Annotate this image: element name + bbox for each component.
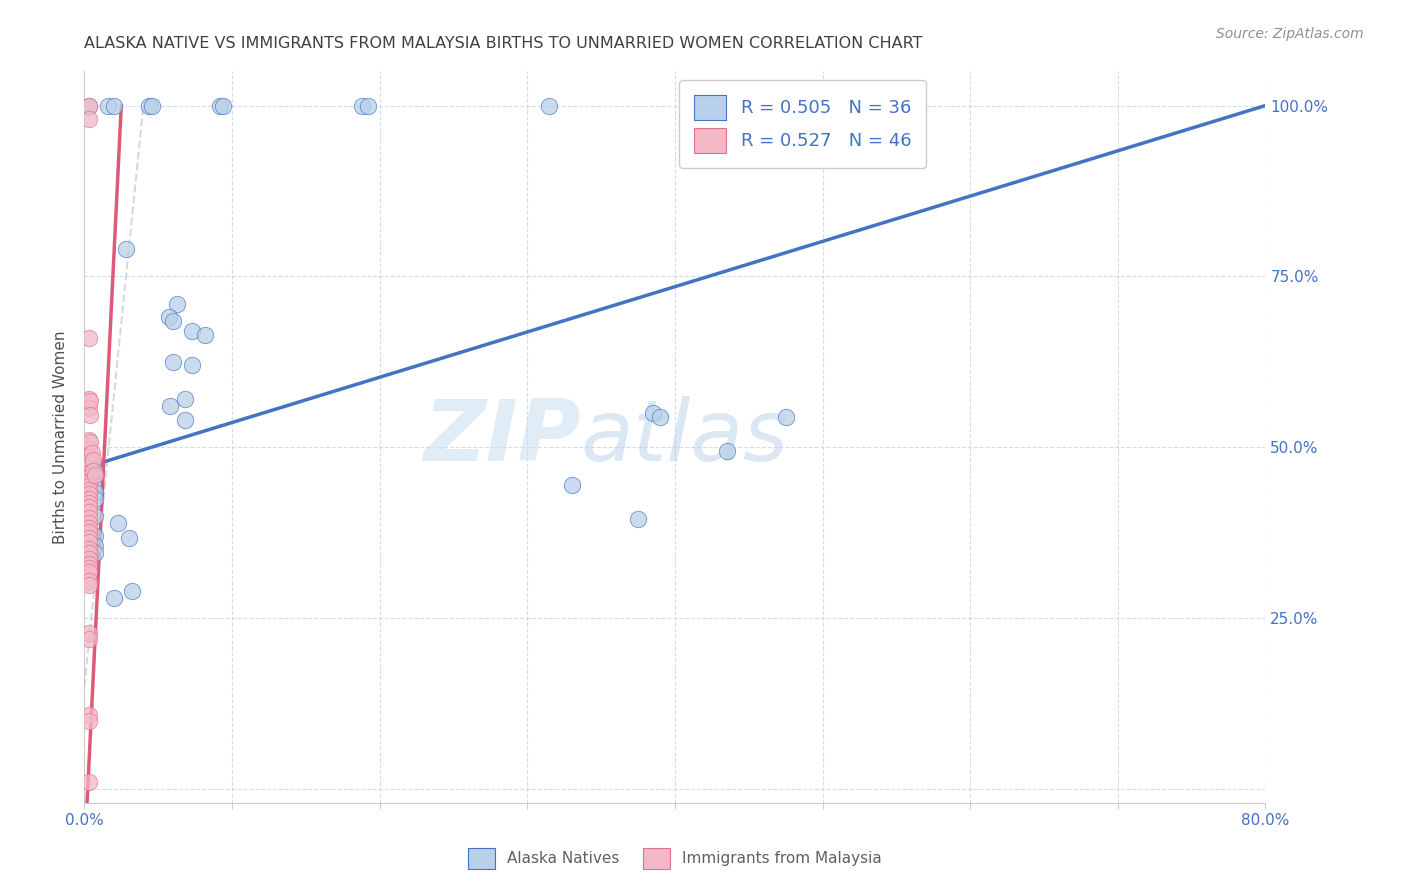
Point — [77, 714, 100, 728]
Point — [77, 331, 100, 345]
Point — [209, 98, 232, 112]
Point — [181, 359, 204, 373]
Point — [83, 467, 105, 482]
Point — [181, 324, 204, 338]
Point — [83, 491, 105, 506]
Point — [77, 574, 100, 588]
Text: atlas: atlas — [581, 395, 789, 479]
Text: ZIP: ZIP — [423, 395, 581, 479]
Point — [157, 310, 180, 325]
Point — [648, 409, 672, 424]
Point — [103, 98, 125, 112]
Point — [77, 626, 100, 640]
Point — [77, 500, 100, 515]
Point — [77, 98, 100, 112]
Point — [77, 112, 100, 127]
Point — [77, 459, 100, 474]
Point — [159, 400, 181, 414]
Point — [77, 478, 100, 492]
Point — [77, 557, 100, 571]
Point — [716, 443, 738, 458]
Point — [77, 505, 100, 519]
Point — [83, 464, 105, 478]
Point — [114, 242, 136, 256]
Point — [121, 583, 143, 598]
Point — [79, 434, 101, 449]
Point — [166, 297, 188, 311]
Point — [82, 452, 104, 467]
Point — [107, 516, 129, 530]
Point — [77, 392, 100, 407]
Point — [77, 487, 100, 501]
Point — [173, 392, 195, 407]
Point — [173, 413, 195, 427]
Point — [83, 484, 105, 499]
Point — [77, 455, 100, 469]
Point — [77, 516, 100, 530]
Point — [77, 511, 100, 525]
Point — [627, 512, 650, 526]
Point — [82, 478, 104, 492]
Point — [212, 98, 235, 112]
Point — [77, 483, 100, 497]
Point — [141, 98, 163, 112]
Legend: R = 0.505   N = 36, R = 0.527   N = 46: R = 0.505 N = 36, R = 0.527 N = 46 — [679, 80, 925, 168]
Point — [641, 406, 664, 420]
Point — [77, 632, 100, 646]
Point — [775, 409, 797, 424]
Y-axis label: Births to Unmarried Women: Births to Unmarried Women — [53, 330, 69, 544]
Point — [77, 434, 100, 448]
Point — [77, 775, 100, 789]
Point — [77, 98, 100, 112]
Point — [83, 529, 105, 543]
Point — [77, 708, 100, 723]
Point — [77, 401, 100, 415]
Point — [357, 98, 380, 112]
Point — [80, 446, 103, 460]
Point — [162, 314, 184, 328]
Point — [77, 531, 100, 545]
Point — [118, 531, 141, 545]
Text: ALASKA NATIVE VS IMMIGRANTS FROM MALAYSIA BIRTHS TO UNMARRIED WOMEN CORRELATION : ALASKA NATIVE VS IMMIGRANTS FROM MALAYSI… — [84, 36, 922, 51]
Point — [77, 525, 100, 540]
Point — [77, 470, 100, 484]
Point — [79, 408, 101, 422]
Point — [97, 98, 120, 112]
Point — [82, 464, 104, 478]
Point — [77, 496, 100, 510]
Point — [77, 541, 100, 556]
Legend: Alaska Natives, Immigrants from Malaysia: Alaska Natives, Immigrants from Malaysia — [461, 841, 889, 875]
Point — [77, 534, 100, 549]
Point — [138, 98, 160, 112]
Point — [77, 475, 100, 489]
Point — [83, 540, 105, 554]
Point — [77, 449, 100, 463]
Point — [77, 521, 100, 535]
Point — [77, 467, 100, 481]
Point — [77, 552, 100, 566]
Point — [77, 492, 100, 507]
Point — [162, 355, 184, 369]
Point — [1336, 98, 1358, 112]
Point — [77, 546, 100, 560]
Point — [77, 442, 100, 456]
Point — [103, 591, 125, 605]
Point — [77, 578, 100, 592]
Point — [560, 478, 583, 492]
Point — [82, 458, 104, 472]
Point — [77, 565, 100, 579]
Point — [194, 327, 217, 342]
Text: Source: ZipAtlas.com: Source: ZipAtlas.com — [1216, 27, 1364, 41]
Point — [83, 508, 105, 523]
Point — [77, 560, 100, 574]
Point — [350, 98, 373, 112]
Point — [79, 393, 101, 408]
Point — [83, 546, 105, 560]
Point — [538, 98, 561, 112]
